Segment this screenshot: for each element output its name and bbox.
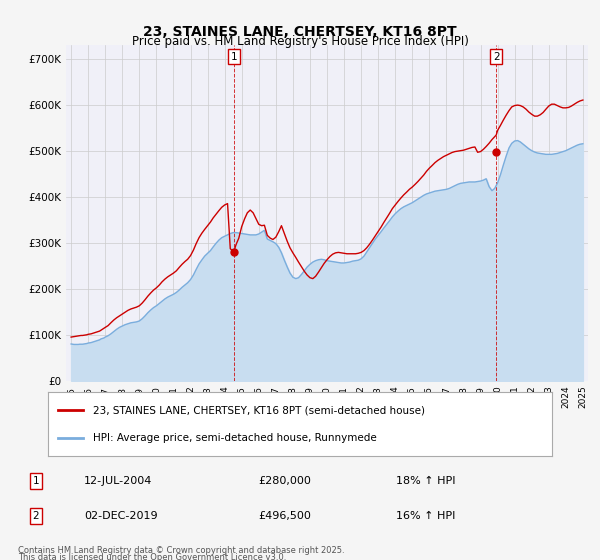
Text: 18% ↑ HPI: 18% ↑ HPI xyxy=(396,476,455,486)
Text: 1: 1 xyxy=(230,52,237,62)
Text: Price paid vs. HM Land Registry's House Price Index (HPI): Price paid vs. HM Land Registry's House … xyxy=(131,35,469,48)
Text: 2: 2 xyxy=(493,52,500,62)
Text: 12-JUL-2004: 12-JUL-2004 xyxy=(84,476,152,486)
Text: 23, STAINES LANE, CHERTSEY, KT16 8PT (semi-detached house): 23, STAINES LANE, CHERTSEY, KT16 8PT (se… xyxy=(94,405,425,415)
Text: Contains HM Land Registry data © Crown copyright and database right 2025.: Contains HM Land Registry data © Crown c… xyxy=(18,546,344,555)
Text: 1: 1 xyxy=(32,476,40,486)
Text: 23, STAINES LANE, CHERTSEY, KT16 8PT: 23, STAINES LANE, CHERTSEY, KT16 8PT xyxy=(143,25,457,39)
Text: 02-DEC-2019: 02-DEC-2019 xyxy=(84,511,158,521)
Text: £496,500: £496,500 xyxy=(258,511,311,521)
Text: 16% ↑ HPI: 16% ↑ HPI xyxy=(396,511,455,521)
Text: HPI: Average price, semi-detached house, Runnymede: HPI: Average price, semi-detached house,… xyxy=(94,433,377,444)
Text: £280,000: £280,000 xyxy=(258,476,311,486)
Text: This data is licensed under the Open Government Licence v3.0.: This data is licensed under the Open Gov… xyxy=(18,553,286,560)
Text: 2: 2 xyxy=(32,511,40,521)
